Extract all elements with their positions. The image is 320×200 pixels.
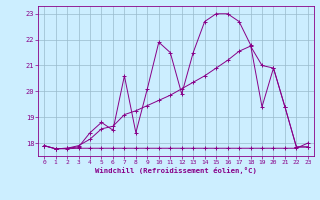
X-axis label: Windchill (Refroidissement éolien,°C): Windchill (Refroidissement éolien,°C) (95, 167, 257, 174)
